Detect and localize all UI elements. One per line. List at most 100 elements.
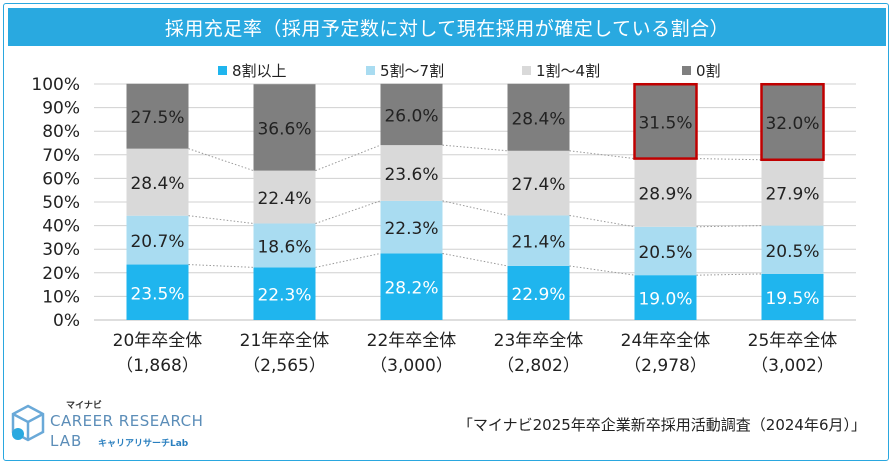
bar-segment — [380, 253, 443, 320]
highlight-box — [633, 82, 698, 160]
highlight-box — [760, 82, 825, 162]
bar-segment — [126, 215, 189, 265]
y-tick-label: 30% — [42, 240, 80, 260]
series-connector-line — [696, 225, 762, 228]
bar-segment — [253, 267, 316, 320]
data-label: 22.4% — [257, 189, 311, 209]
data-label: 31.5% — [638, 113, 692, 133]
data-label: 27.4% — [511, 175, 565, 195]
legend-label: 5割〜7割 — [380, 62, 444, 80]
bar-segment — [507, 215, 570, 266]
bar-segment — [507, 265, 570, 320]
bar-segment — [634, 158, 697, 227]
logo-brand-sub: キャリアリサーチLab — [98, 439, 189, 449]
data-label: 21.4% — [511, 233, 565, 253]
bar-segment — [761, 273, 824, 320]
data-label: 28.2% — [384, 279, 438, 299]
data-label: 27.5% — [130, 108, 184, 128]
series-connector-line — [696, 273, 762, 276]
bar-segment — [634, 84, 697, 159]
cube-logo-icon — [11, 404, 45, 442]
x-tick-label: 22年卒全体 — [367, 331, 457, 351]
data-label: 19.5% — [765, 289, 819, 309]
y-tick-label: 40% — [42, 217, 80, 237]
y-tick-label: 50% — [42, 193, 80, 213]
data-label: 28.4% — [511, 109, 565, 129]
x-tick-label: 25年卒全体 — [748, 331, 838, 351]
bar-segment — [380, 145, 443, 201]
bar-segment — [634, 226, 697, 276]
series-connector-line — [442, 144, 508, 152]
bar-segment — [253, 84, 316, 171]
bar-segment — [126, 83, 189, 149]
bar-segment — [380, 200, 443, 254]
x-tick-label: 20年卒全体 — [113, 331, 203, 351]
data-label: 26.0% — [384, 106, 438, 126]
x-tick-label: 24年卒全体 — [621, 331, 711, 351]
series-connector-line — [442, 200, 508, 216]
y-tick-label: 20% — [42, 264, 80, 284]
bar-segment — [253, 223, 316, 268]
data-label: 36.6% — [257, 119, 311, 139]
series-connector-line — [188, 264, 254, 268]
data-label: 22.3% — [257, 286, 311, 306]
data-label: 20.5% — [638, 243, 692, 263]
data-label: 22.3% — [384, 219, 438, 239]
x-tick-count: （1,868） — [116, 356, 199, 376]
bar-segment — [634, 275, 697, 320]
data-label: 19.0% — [638, 290, 692, 310]
series-connector-line — [315, 252, 381, 268]
series-connector-line — [315, 144, 381, 172]
y-tick-label: 60% — [42, 169, 80, 189]
data-label: 23.5% — [130, 284, 184, 304]
logo-brand-small: マイナビ — [66, 401, 102, 411]
bar-segment — [126, 148, 189, 216]
data-label: 28.4% — [130, 174, 184, 194]
series-connector-line — [315, 200, 381, 224]
legend-swatch — [522, 66, 531, 75]
bar-segment — [126, 264, 189, 320]
y-tick-label: 100% — [31, 75, 80, 95]
legend-swatch — [218, 66, 227, 75]
y-tick-label: 90% — [42, 99, 80, 119]
logo-brand-main: CAREER RESEARCH — [50, 412, 204, 430]
legend-swatch — [366, 66, 375, 75]
logo-brand-lab: LAB — [50, 432, 83, 450]
bar-segment — [761, 225, 824, 274]
bar-segment — [507, 150, 570, 216]
chart-title: 採用充足率（採用予定数に対して現在採用が確定している割合） — [8, 8, 886, 46]
x-tick-label: 23年卒全体 — [494, 331, 584, 351]
data-label: 18.6% — [257, 237, 311, 257]
bar-segment — [507, 83, 570, 151]
y-tick-label: 70% — [42, 146, 80, 166]
x-tick-count: （3,002） — [751, 356, 834, 376]
x-tick-count: （2,565） — [243, 356, 326, 376]
data-label: 20.5% — [765, 242, 819, 262]
legend-label: 0割 — [696, 62, 721, 80]
source-citation: 「マイナビ2025年卒企業新卒採用活動調査（2024年6月）」 — [457, 416, 866, 434]
legend-swatch — [682, 66, 691, 75]
x-tick-label: 21年卒全体 — [240, 331, 330, 351]
bar-segment — [380, 83, 443, 146]
data-label: 27.9% — [765, 185, 819, 205]
series-connector-line — [569, 150, 635, 160]
data-label: 20.7% — [130, 232, 184, 252]
x-tick-count: （2,802） — [497, 356, 580, 376]
x-tick-count: （2,978） — [624, 356, 707, 376]
series-connector-line — [188, 215, 254, 224]
legend-label: 1割〜4割 — [536, 62, 600, 80]
y-tick-label: 10% — [42, 287, 80, 307]
bar-segment — [761, 84, 824, 160]
data-label: 23.6% — [384, 165, 438, 185]
bar-segment — [253, 170, 316, 224]
series-connector-line — [696, 158, 762, 161]
x-tick-count: （3,000） — [370, 356, 453, 376]
data-label: 22.9% — [511, 285, 565, 305]
series-connector-line — [569, 214, 635, 228]
series-connector-line — [569, 265, 635, 276]
data-label: 32.0% — [765, 114, 819, 134]
legend-label: 8割以上 — [232, 62, 287, 80]
y-tick-label: 80% — [42, 122, 80, 142]
career-research-lab-logo: マイナビ CAREER RESEARCH LAB キャリアリサーチLab — [10, 398, 210, 458]
